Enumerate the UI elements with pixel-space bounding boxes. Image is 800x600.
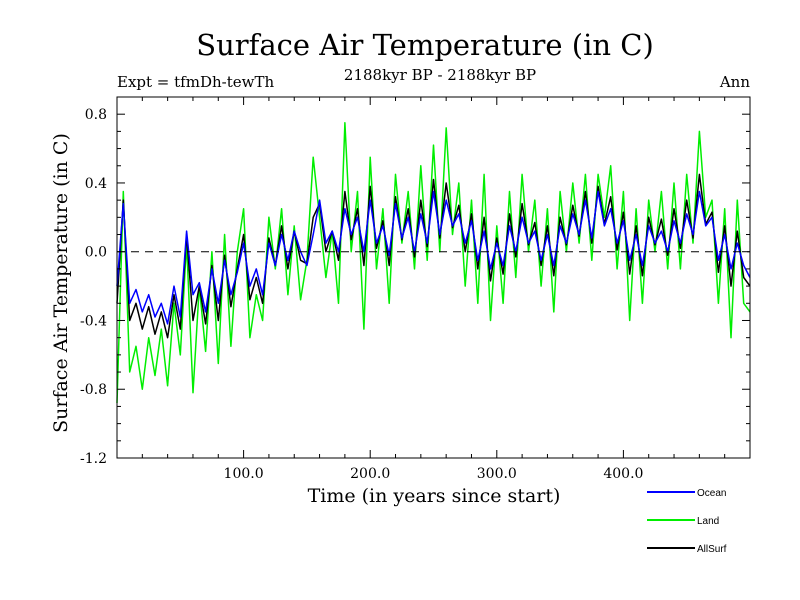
y-tick-label: -0.4 bbox=[80, 313, 107, 329]
series-line-land bbox=[116, 122, 751, 404]
season-label: Ann bbox=[719, 73, 750, 91]
plot-frame bbox=[116, 96, 751, 459]
x-tick-label: 200.0 bbox=[350, 466, 390, 482]
x-axis-label: Time (in years since start) bbox=[308, 485, 561, 507]
y-tick-label: -1.2 bbox=[80, 451, 107, 467]
plot-area: 100.0 200.0 300.0 400.0 0.8 0.4 0.0 -0.4 -0.8 -1.… bbox=[80, 96, 751, 482]
y-tick-label: 0.8 bbox=[85, 107, 107, 123]
x-tick-label: 100.0 bbox=[224, 466, 264, 482]
y-tick-label: 0.4 bbox=[85, 176, 107, 192]
series-line-ocean bbox=[116, 190, 751, 325]
y-tick-label: 0.0 bbox=[85, 245, 107, 261]
chart-title: Surface Air Temperature (in C) bbox=[196, 28, 654, 62]
legend-label-land: Land bbox=[697, 516, 719, 527]
legend: Ocean Land AllSurf bbox=[647, 488, 727, 555]
x-tick-label: 400.0 bbox=[603, 466, 643, 482]
y-axis-label: Surface Air Temperature (in C) bbox=[50, 133, 72, 433]
x-tick-label: 300.0 bbox=[477, 466, 517, 482]
y-tick-label: -0.8 bbox=[80, 382, 107, 398]
chart-subtitle: 2188kyr BP - 2188kyr BP bbox=[344, 66, 536, 84]
legend-label-ocean: Ocean bbox=[697, 488, 726, 499]
legend-label-allsurf: AllSurf bbox=[697, 544, 727, 555]
experiment-label: Expt = tfmDh-tewTh bbox=[117, 73, 274, 91]
